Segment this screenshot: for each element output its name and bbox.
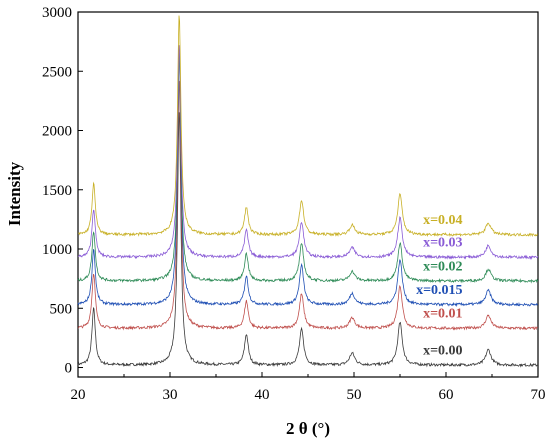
series-label: x=0.015 bbox=[416, 283, 462, 298]
y-tick-label: 1500 bbox=[42, 183, 72, 199]
y-axis-title: Intensity bbox=[5, 161, 24, 226]
traces bbox=[77, 15, 539, 368]
series-label: x=0.02 bbox=[423, 259, 462, 274]
x-tick-label: 40 bbox=[255, 387, 270, 403]
x-tick-label: 30 bbox=[163, 387, 178, 403]
y-axis: 0 500 1000 1500 2000 2500 3000 bbox=[42, 5, 83, 377]
x-axis: 20 30 40 50 60 70 bbox=[71, 372, 546, 403]
series-line-x=0.00 bbox=[77, 112, 539, 368]
y-tick-label: 3000 bbox=[42, 5, 72, 21]
plot-frame bbox=[77, 11, 539, 378]
x-axis-title: 2 θ (°) bbox=[286, 419, 330, 438]
series-label: x=0.00 bbox=[423, 343, 462, 358]
y-tick-label: 2500 bbox=[42, 64, 72, 80]
series-label: x=0.01 bbox=[423, 307, 462, 322]
series-labels: x=0.00 x=0.01 x=0.015 x=0.02 x=0.03 x=0.04 bbox=[416, 213, 462, 358]
series-line-x=0.02 bbox=[77, 57, 539, 284]
series-line-x=0.01 bbox=[77, 80, 538, 331]
series-line-x=0.03 bbox=[77, 45, 539, 260]
series-label: x=0.03 bbox=[423, 236, 462, 251]
y-tick-label: 2000 bbox=[42, 124, 72, 140]
x-tick-label: 70 bbox=[531, 387, 546, 403]
x-tick-label: 20 bbox=[71, 387, 86, 403]
series-label: x=0.04 bbox=[423, 213, 462, 228]
y-tick-label: 1000 bbox=[42, 242, 72, 258]
y-tick-label: 0 bbox=[65, 361, 73, 377]
series-line-x=0.04 bbox=[77, 15, 539, 238]
x-tick-label: 60 bbox=[439, 387, 454, 403]
x-tick-label: 50 bbox=[347, 387, 362, 403]
y-tick-label: 500 bbox=[50, 301, 73, 317]
series-line-x=0.015 bbox=[77, 51, 539, 308]
